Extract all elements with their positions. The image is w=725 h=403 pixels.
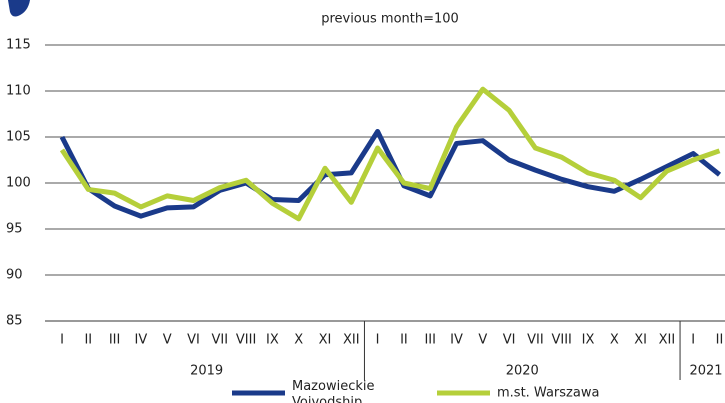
x-tick-label: III: [109, 333, 121, 348]
logo-icon: [8, 0, 30, 17]
y-tick-label: 115: [6, 38, 31, 53]
x-tick-label: I: [691, 333, 695, 348]
series-line: [59, 128, 722, 219]
x-group-label: 2020: [506, 364, 539, 379]
x-tick-label: XII: [659, 333, 676, 348]
x-tick-label: VIII: [551, 333, 571, 348]
x-tick-label: X: [610, 333, 619, 348]
y-tick-label: 105: [6, 130, 31, 145]
x-tick-label: V: [163, 333, 172, 348]
y-tick-label: 90: [6, 268, 23, 283]
x-tick-label: IX: [266, 333, 279, 348]
x-tick-label: I: [60, 333, 64, 348]
chart-title: previous month=100: [321, 12, 459, 27]
x-tick-label: VII: [212, 333, 229, 348]
legend-label: m.st. Warszawa: [497, 386, 599, 401]
x-tick-label: VI: [187, 333, 200, 348]
x-tick-label: VIII: [236, 333, 256, 348]
x-tick-label: VI: [503, 333, 516, 348]
y-tick-label: 85: [6, 314, 23, 329]
y-tick-label: 110: [6, 84, 31, 99]
x-tick-label: II: [716, 333, 724, 348]
x-tick-label: X: [294, 333, 303, 348]
y-tick-label: 100: [6, 176, 31, 191]
y-tick-label: 95: [6, 222, 23, 237]
x-tick-label: III: [424, 333, 436, 348]
x-group-label: 2019: [190, 364, 223, 379]
x-tick-label: V: [478, 333, 487, 348]
x-tick-label: IV: [450, 333, 463, 348]
x-tick-label: XI: [634, 333, 647, 348]
x-group-label: 2021: [689, 364, 722, 379]
x-tick-label: VII: [527, 333, 544, 348]
x-tick-label: II: [400, 333, 408, 348]
x-tick-label: IV: [135, 333, 148, 348]
legend-label: Mazowieckie Voivodship: [292, 379, 375, 403]
x-tick-label: II: [84, 333, 92, 348]
series-line: [59, 86, 721, 222]
x-tick-label: XI: [319, 333, 332, 348]
x-tick-label: XII: [343, 333, 360, 348]
x-tick-label: I: [376, 333, 380, 348]
x-tick-label: IX: [582, 333, 595, 348]
